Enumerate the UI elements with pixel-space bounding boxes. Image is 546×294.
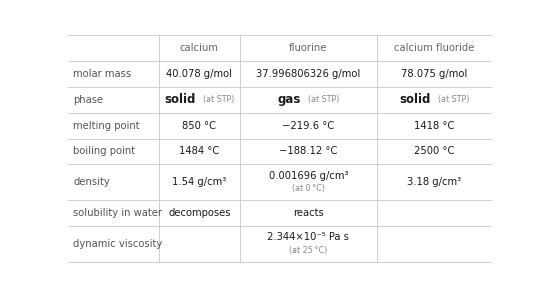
- Text: reacts: reacts: [293, 208, 324, 218]
- Text: decomposes: decomposes: [168, 208, 230, 218]
- Text: 2500 °C: 2500 °C: [414, 146, 454, 156]
- Text: 40.078 g/mol: 40.078 g/mol: [167, 69, 233, 79]
- Text: boiling point: boiling point: [73, 146, 135, 156]
- Text: calcium fluoride: calcium fluoride: [394, 43, 474, 53]
- Text: (at STP): (at STP): [308, 95, 339, 104]
- Text: 0.001696 g/cm³: 0.001696 g/cm³: [269, 171, 348, 181]
- Text: solid: solid: [400, 93, 431, 106]
- Text: fluorine: fluorine: [289, 43, 328, 53]
- Text: 78.075 g/mol: 78.075 g/mol: [401, 69, 467, 79]
- Text: 3.18 g/cm³: 3.18 g/cm³: [407, 177, 461, 187]
- Text: 1484 °C: 1484 °C: [179, 146, 219, 156]
- Text: 1418 °C: 1418 °C: [414, 121, 454, 131]
- Text: (at 25 °C): (at 25 °C): [289, 246, 328, 255]
- Text: molar mass: molar mass: [73, 69, 132, 79]
- Text: −188.12 °C: −188.12 °C: [279, 146, 337, 156]
- Text: 850 °C: 850 °C: [182, 121, 216, 131]
- Text: melting point: melting point: [73, 121, 140, 131]
- Text: 37.996806326 g/mol: 37.996806326 g/mol: [256, 69, 360, 79]
- Text: phase: phase: [73, 95, 103, 105]
- Text: (at STP): (at STP): [437, 95, 469, 104]
- Text: dynamic viscosity: dynamic viscosity: [73, 239, 163, 249]
- Text: 1.54 g/cm³: 1.54 g/cm³: [173, 177, 227, 187]
- Text: (at STP): (at STP): [203, 95, 234, 104]
- Text: gas: gas: [278, 93, 301, 106]
- Text: density: density: [73, 177, 110, 187]
- Text: 2.344×10⁻⁵ Pa s: 2.344×10⁻⁵ Pa s: [268, 232, 349, 242]
- Text: −219.6 °C: −219.6 °C: [282, 121, 335, 131]
- Text: solid: solid: [165, 93, 196, 106]
- Text: solubility in water: solubility in water: [73, 208, 162, 218]
- Text: (at 0 °C): (at 0 °C): [292, 184, 325, 193]
- Text: calcium: calcium: [180, 43, 219, 53]
